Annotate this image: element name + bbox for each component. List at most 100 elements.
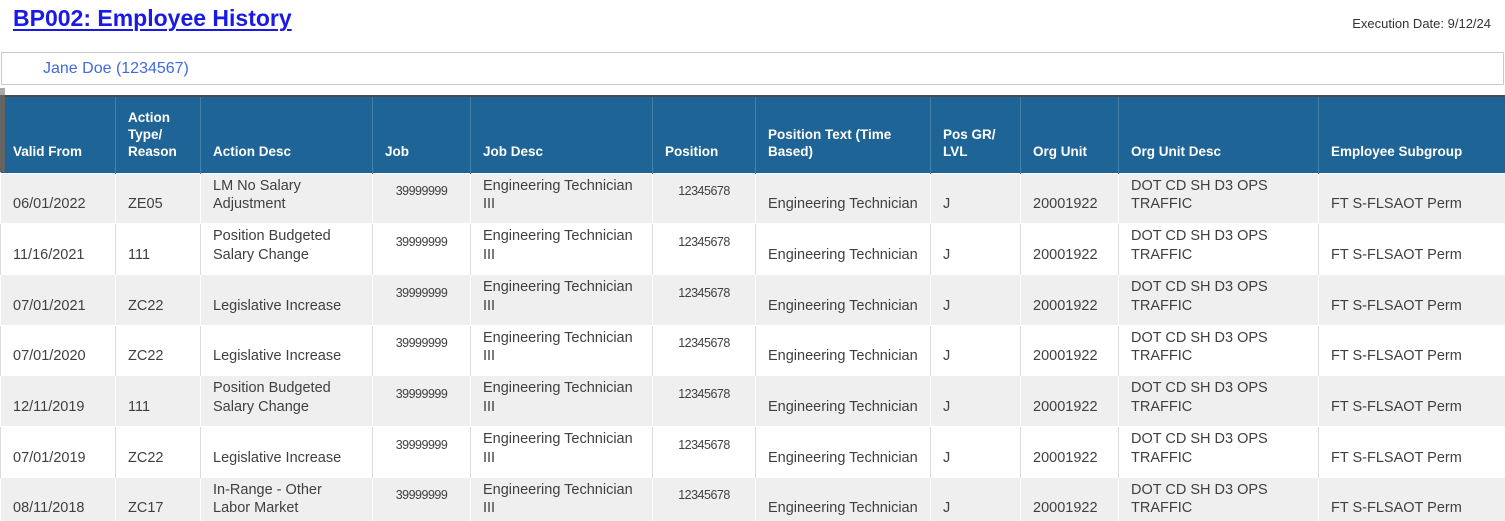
column-header-position-text: Position Text (Time Based) <box>755 96 931 173</box>
cell-action-type: ZC22 <box>115 274 201 326</box>
table-row: 11/16/2021 111 Position Budgeted Salary Ch… <box>0 223 1505 275</box>
cell-action-desc: LM No Salary Adjustment <box>200 173 373 224</box>
column-header-position: Position <box>652 96 756 173</box>
column-header-valid-from: Valid From <box>0 96 116 173</box>
report-header: BP002: Employee History Execution Date: … <box>0 0 1505 44</box>
cell-position-text: Engineering Technician <box>755 477 931 521</box>
cell-valid-from: 06/01/2022 <box>0 173 116 224</box>
column-header-org-unit-desc: Org Unit Desc <box>1118 96 1319 173</box>
table-row: 08/11/2018 ZC17 In-Range - Other Labor Mar… <box>0 477 1505 521</box>
cell-org-unit: 20001922 <box>1020 325 1119 376</box>
cell-valid-from: 11/16/2021 <box>0 223 116 275</box>
cell-pos-gr-lvl: J <box>930 274 1021 326</box>
cell-org-unit-desc: DOT CD SH D3 OPS TRAFFIC <box>1118 375 1319 427</box>
cell-pos-gr-lvl: J <box>930 375 1021 427</box>
cell-org-unit-desc: DOT CD SH D3 OPS TRAFFIC <box>1118 173 1319 224</box>
cell-employee-subgroup: FT S-FLSAOT Perm <box>1318 477 1505 521</box>
cell-employee-subgroup: FT S-FLSAOT Perm <box>1318 223 1505 275</box>
cell-job-desc: Engineering Technician III <box>470 173 653 224</box>
cell-valid-from: 07/01/2021 <box>0 274 116 326</box>
cell-action-type: 111 <box>115 223 201 275</box>
report-title-link[interactable]: BP002: Employee History <box>13 5 292 31</box>
cell-org-unit: 20001922 <box>1020 375 1119 427</box>
column-header-employee-subgroup: Employee Subgroup <box>1318 96 1505 173</box>
cell-job-desc: Engineering Technician III <box>470 477 653 521</box>
column-header-pos-gr-lvl: Pos GR/ LVL <box>930 96 1021 173</box>
column-header-job: Job <box>372 96 471 173</box>
cell-position-text: Engineering Technician <box>755 375 931 427</box>
table-body: 06/01/2022 ZE05 LM No Salary Adjustment 399… <box>0 173 1505 521</box>
cell-org-unit-desc: DOT CD SH D3 OPS TRAFFIC <box>1118 477 1319 521</box>
cell-job: 39999999 <box>372 173 471 224</box>
cell-position-text: Engineering Technician <box>755 426 931 478</box>
cell-position: 12345678 <box>652 274 756 326</box>
cell-employee-subgroup: FT S-FLSAOT Perm <box>1318 274 1505 326</box>
cell-org-unit: 20001922 <box>1020 223 1119 275</box>
cell-action-type: ZC22 <box>115 426 201 478</box>
cell-employee-subgroup: FT S-FLSAOT Perm <box>1318 325 1505 376</box>
cell-position: 12345678 <box>652 325 756 376</box>
cell-position: 12345678 <box>652 173 756 224</box>
employee-selection-row[interactable]: Jane Doe (1234567) <box>1 52 1504 85</box>
table-row: 07/01/2021 ZC22 Legislative Increase 399999… <box>0 274 1505 326</box>
cell-pos-gr-lvl: J <box>930 173 1021 224</box>
employee-selection-text: Jane Doe (1234567) <box>43 59 189 77</box>
cell-employee-subgroup: FT S-FLSAOT Perm <box>1318 173 1505 224</box>
cell-action-type: ZC22 <box>115 325 201 376</box>
column-header-job-desc: Job Desc <box>470 96 653 173</box>
cell-action-type: 111 <box>115 375 201 427</box>
cell-pos-gr-lvl: J <box>930 426 1021 478</box>
cell-org-unit: 20001922 <box>1020 274 1119 326</box>
cell-org-unit: 20001922 <box>1020 426 1119 478</box>
cell-action-desc: In-Range - Other Labor Market <box>200 477 373 521</box>
cell-job: 39999999 <box>372 375 471 427</box>
table-row: 07/01/2020 ZC22 Legislative Increase 399999… <box>0 325 1505 376</box>
cell-job: 39999999 <box>372 325 471 376</box>
cell-valid-from: 12/11/2019 <box>0 375 116 427</box>
cell-job: 39999999 <box>372 223 471 275</box>
table-row: 12/11/2019 111 Position Budgeted Salary Ch… <box>0 375 1505 427</box>
cell-action-desc: Legislative Increase <box>200 426 373 478</box>
cell-position-text: Engineering Technician <box>755 173 931 224</box>
cell-action-desc: Position Budgeted Salary Change <box>200 375 373 427</box>
cell-pos-gr-lvl: J <box>930 325 1021 376</box>
cell-job-desc: Engineering Technician III <box>470 223 653 275</box>
cell-org-unit: 20001922 <box>1020 173 1119 224</box>
execution-date: Execution Date: 9/12/24 <box>1352 16 1491 31</box>
cell-valid-from: 07/01/2019 <box>0 426 116 478</box>
cell-position-text: Engineering Technician <box>755 274 931 326</box>
cell-job: 39999999 <box>372 426 471 478</box>
cell-job-desc: Engineering Technician III <box>470 375 653 427</box>
column-header-action-desc: Action Desc <box>200 96 373 173</box>
cell-position: 12345678 <box>652 426 756 478</box>
cell-org-unit-desc: DOT CD SH D3 OPS TRAFFIC <box>1118 325 1319 376</box>
cell-action-type: ZC17 <box>115 477 201 521</box>
table-row: 07/01/2019 ZC22 Legislative Increase 399999… <box>0 426 1505 478</box>
cell-valid-from: 08/11/2018 <box>0 477 116 521</box>
cell-employee-subgroup: FT S-FLSAOT Perm <box>1318 426 1505 478</box>
cell-job: 39999999 <box>372 477 471 521</box>
cell-position: 12345678 <box>652 223 756 275</box>
cell-job-desc: Engineering Technician III <box>470 325 653 376</box>
column-header-org-unit: Org Unit <box>1020 96 1119 173</box>
table-row: 06/01/2022 ZE05 LM No Salary Adjustment 399… <box>0 173 1505 224</box>
cell-job-desc: Engineering Technician III <box>470 426 653 478</box>
cell-job: 39999999 <box>372 274 471 326</box>
cell-position-text: Engineering Technician <box>755 325 931 376</box>
cell-pos-gr-lvl: J <box>930 223 1021 275</box>
table-header-row: Valid From Action Type/ Reason Action De… <box>0 96 1505 173</box>
cell-org-unit-desc: DOT CD SH D3 OPS TRAFFIC <box>1118 274 1319 326</box>
cell-action-desc: Position Budgeted Salary Change <box>200 223 373 275</box>
cell-action-desc: Legislative Increase <box>200 325 373 376</box>
cell-valid-from: 07/01/2020 <box>0 325 116 376</box>
cell-position: 12345678 <box>652 375 756 427</box>
cell-org-unit-desc: DOT CD SH D3 OPS TRAFFIC <box>1118 426 1319 478</box>
cell-action-type: ZE05 <box>115 173 201 224</box>
cell-employee-subgroup: FT S-FLSAOT Perm <box>1318 375 1505 427</box>
cell-pos-gr-lvl: J <box>930 477 1021 521</box>
cell-job-desc: Engineering Technician III <box>470 274 653 326</box>
cell-action-desc: Legislative Increase <box>200 274 373 326</box>
cell-org-unit-desc: DOT CD SH D3 OPS TRAFFIC <box>1118 223 1319 275</box>
pane-splitter-handle[interactable] <box>0 88 5 172</box>
employee-history-table: Valid From Action Type/ Reason Action De… <box>0 95 1505 521</box>
